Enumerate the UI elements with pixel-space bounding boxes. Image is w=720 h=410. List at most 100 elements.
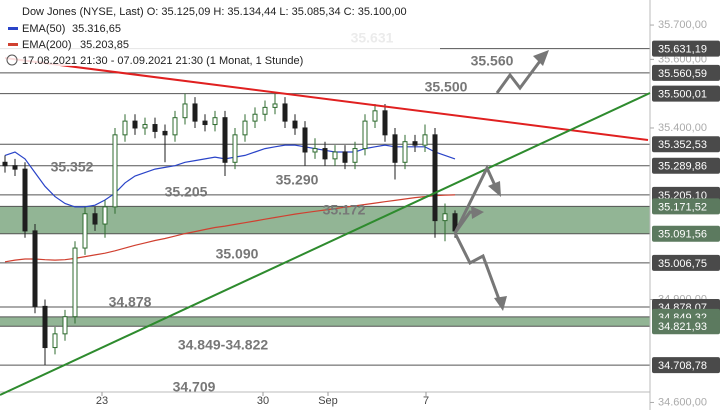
level-label: 35.352,53 — [658, 139, 707, 151]
candle-body — [392, 134, 398, 163]
level-label-box — [652, 136, 720, 153]
candle-body — [302, 127, 308, 153]
candle-body — [102, 206, 108, 225]
level-label: 35.171,52 — [658, 201, 707, 213]
level-label-box — [652, 40, 720, 57]
legend-label: EMA(200) — [22, 39, 72, 51]
candle-body — [192, 103, 198, 122]
candle-body — [22, 168, 28, 232]
candle-body — [292, 120, 298, 129]
candle-body — [412, 141, 418, 146]
candle-body — [312, 148, 318, 153]
ema-line — [4, 144, 456, 208]
legend-swatch — [8, 27, 18, 30]
level-annotation: 34.878 — [109, 294, 152, 310]
candle-body — [72, 247, 78, 318]
level-label-box — [652, 157, 720, 174]
level-label-box — [652, 254, 720, 271]
x-tick-label: 30 — [257, 395, 269, 407]
level-annotation: 35.090 — [216, 246, 259, 262]
level-label-box — [652, 318, 720, 335]
candle-body — [82, 213, 88, 249]
candle-body — [42, 305, 48, 349]
annotations: 35.63135.56035.50035.35235.29035.20535.1… — [51, 30, 514, 395]
y-tick-label: 35.400,00 — [658, 122, 707, 134]
arrow-head — [471, 206, 484, 219]
x-tick-label: 7 — [423, 395, 429, 407]
y-tick-label: 34.600,00 — [658, 396, 707, 408]
candle-body — [282, 103, 288, 122]
legend-swatch — [8, 43, 18, 46]
arrow-head — [494, 296, 507, 311]
level-annotation: 35.290 — [276, 172, 319, 188]
legend-value: 35.203,85 — [80, 39, 129, 51]
header-bg — [0, 0, 440, 66]
candle-body — [122, 120, 128, 136]
candle-body — [362, 120, 368, 150]
candle-body — [212, 117, 218, 126]
level-label: 35.631,19 — [658, 44, 707, 56]
candle-body — [222, 117, 228, 163]
candle-body — [442, 213, 448, 222]
candle-body — [332, 151, 338, 160]
candle-body — [182, 103, 188, 119]
candle-body — [232, 134, 238, 163]
legend-label: EMA(50) — [22, 23, 65, 35]
candle-body — [162, 130, 168, 136]
level-label: 35.560,59 — [658, 68, 707, 80]
support-trendline — [0, 92, 651, 396]
level-annotation: 34.849-34.822 — [178, 337, 269, 353]
x-tick-label: 23 — [96, 395, 108, 407]
candle-body — [92, 213, 98, 225]
candle-body — [382, 110, 388, 136]
candle-body — [32, 230, 38, 307]
level-annotation: 35.205 — [165, 184, 208, 200]
level-label: 35.500,01 — [658, 89, 707, 101]
candle-body — [202, 120, 208, 126]
arrow-heads — [471, 50, 549, 311]
plot: 23 30 Sep 7 — [0, 0, 651, 410]
ema-line — [4, 194, 456, 263]
candle-body — [272, 103, 278, 108]
resistance-trendline — [4, 57, 649, 141]
level-label-box — [652, 225, 720, 242]
candle-body — [322, 148, 328, 160]
level-label-box — [652, 357, 720, 374]
arrow-head — [533, 50, 549, 66]
arrow — [453, 232, 502, 303]
support-zone — [0, 316, 650, 327]
clock-icon — [6, 54, 18, 66]
candle-body — [112, 134, 118, 208]
level-annotation: 35.172 — [323, 202, 366, 218]
level-label-box — [652, 64, 720, 81]
candle-body — [422, 134, 428, 146]
x-tick-label: Sep — [318, 395, 338, 407]
y-tick-label: 35.700,00 — [658, 19, 707, 31]
candle-body — [132, 120, 138, 129]
chart-subtitle: 17.08.2021 21:30 - 07.09.2021 21:30 (1 M… — [22, 55, 303, 67]
candle-body — [242, 120, 248, 136]
candle-body — [342, 151, 348, 163]
level-label: 34.708,78 — [658, 360, 707, 372]
arrow — [495, 56, 545, 94]
level-label: 35.006,75 — [658, 258, 707, 270]
candle-body — [352, 148, 358, 163]
level-label: 35.091,56 — [658, 229, 707, 241]
chart-title: Dow Jones (NYSE, Last) O: 35.125,09 H: 3… — [22, 6, 407, 18]
candle-body — [12, 165, 18, 170]
legend-value: 35.316,65 — [72, 23, 121, 35]
level-label: 34.821,93 — [658, 321, 707, 333]
arrow-head — [488, 181, 501, 197]
level-annotation: 34.709 — [173, 379, 216, 395]
candle-body — [372, 110, 378, 122]
candle-body — [262, 106, 268, 115]
y-axis: 35.700,0035.600,0035.400,0034.900,0034.6… — [650, 19, 720, 408]
level-label-box — [652, 198, 720, 215]
candle-body — [172, 117, 178, 136]
arrow — [453, 164, 499, 234]
candle-body — [252, 113, 258, 122]
candle-body — [62, 316, 68, 335]
candle-body — [432, 134, 438, 222]
candle-body — [2, 161, 8, 167]
